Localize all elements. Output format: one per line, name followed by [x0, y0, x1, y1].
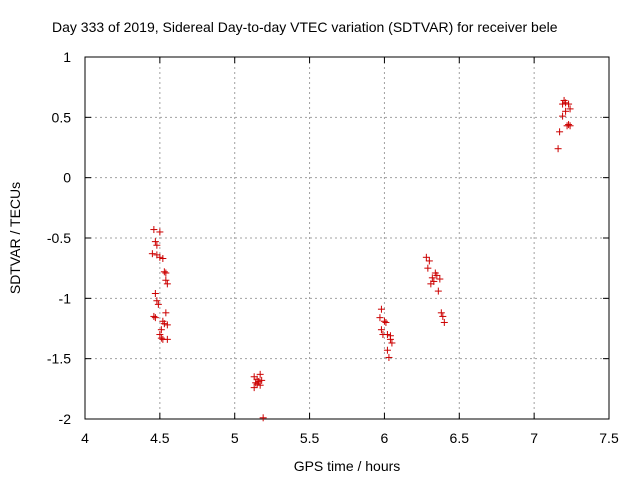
data-point — [153, 297, 161, 305]
y-tick-label: -0.5 — [47, 230, 71, 246]
data-point — [259, 414, 267, 422]
data-point — [162, 276, 170, 284]
data-point — [440, 318, 448, 326]
data-point — [425, 257, 433, 265]
data-point — [382, 318, 390, 326]
data-point — [554, 145, 562, 153]
data-point — [163, 280, 171, 288]
data-point — [560, 96, 568, 104]
data-point — [422, 253, 430, 261]
data-point — [383, 346, 391, 354]
y-tick-label: 1 — [63, 49, 71, 65]
y-tick-label: -1.5 — [47, 351, 71, 367]
data-point — [439, 312, 447, 320]
data-point — [427, 280, 435, 288]
y-tick-label: 0 — [63, 170, 71, 186]
data-point — [258, 376, 266, 384]
data-point — [385, 353, 393, 361]
x-tick-label: 4.5 — [150, 430, 170, 446]
data-point — [156, 253, 164, 261]
data-point — [156, 331, 164, 339]
chart-title: Day 333 of 2019, Sidereal Day-to-day VTE… — [52, 19, 558, 35]
data-point — [376, 314, 384, 322]
data-point — [162, 309, 170, 317]
data-point — [559, 100, 567, 108]
data-point — [388, 339, 396, 347]
data-point — [162, 269, 170, 277]
x-tick-label: 5.5 — [300, 430, 320, 446]
data-point — [424, 264, 432, 272]
x-tick-label: 6.5 — [450, 430, 470, 446]
data-point — [563, 122, 571, 130]
data-point — [565, 121, 573, 129]
y-axis-label: SDTVAR / TECUs — [7, 182, 23, 294]
data-point — [159, 255, 167, 263]
data-point — [163, 335, 171, 343]
x-tick-label: 5 — [231, 430, 239, 446]
data-point — [377, 326, 385, 334]
data-point — [428, 274, 436, 282]
data-point — [154, 300, 162, 308]
data-point — [151, 314, 159, 322]
data-point — [377, 305, 385, 313]
data-point — [252, 379, 260, 387]
y-tick-label: 0.5 — [52, 109, 72, 125]
x-axis-label: GPS time / hours — [294, 458, 401, 474]
data-point — [156, 228, 164, 236]
data-point — [379, 331, 387, 339]
data-point — [151, 238, 159, 246]
data-point — [253, 380, 261, 388]
data-point — [151, 290, 159, 298]
data-points — [148, 96, 574, 422]
data-point — [256, 381, 264, 389]
data-point — [150, 312, 158, 320]
x-tick-label: 4 — [81, 430, 89, 446]
data-point — [157, 326, 165, 334]
data-point — [559, 112, 567, 120]
data-point — [566, 105, 574, 113]
y-tick-label: -2 — [59, 411, 72, 427]
x-tick-label: 6 — [381, 430, 389, 446]
grid-lines — [85, 57, 609, 419]
data-point — [433, 271, 441, 279]
data-point — [160, 320, 168, 328]
data-point — [153, 241, 161, 249]
data-point — [380, 317, 388, 325]
data-point — [386, 335, 394, 343]
data-point — [256, 370, 264, 378]
data-point — [150, 226, 158, 234]
data-point — [163, 321, 171, 329]
y-tick-label: -1 — [59, 290, 72, 306]
data-point — [160, 268, 168, 276]
x-tick-label: 7.5 — [599, 430, 619, 446]
data-point — [148, 250, 156, 258]
x-tick-label: 7 — [530, 430, 538, 446]
data-point — [437, 309, 445, 317]
data-point — [556, 128, 564, 136]
data-point — [562, 107, 570, 115]
data-point — [434, 287, 442, 295]
axis-ticks — [84, 56, 610, 420]
data-point — [565, 100, 573, 108]
data-point — [250, 384, 258, 392]
data-point — [157, 334, 165, 342]
data-point — [436, 275, 444, 283]
